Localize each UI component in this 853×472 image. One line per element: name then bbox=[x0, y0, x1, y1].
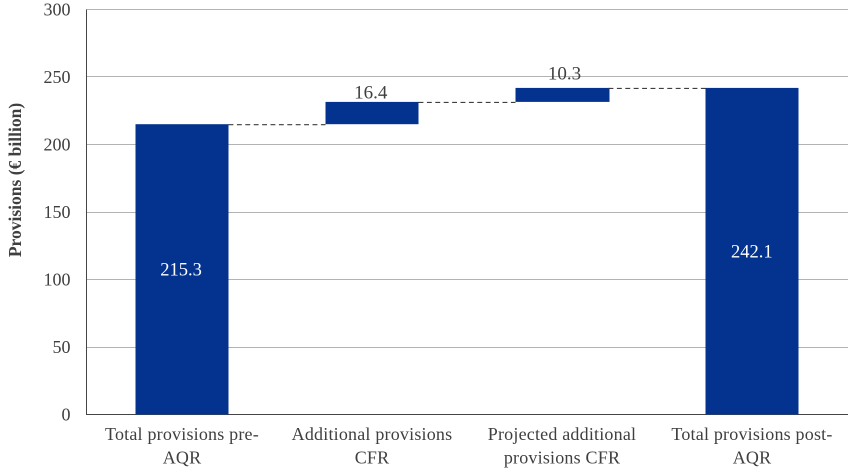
svg-text:16.4: 16.4 bbox=[354, 83, 388, 104]
svg-text:0: 0 bbox=[62, 405, 71, 425]
svg-text:Projected additional: Projected additional bbox=[488, 424, 636, 444]
svg-text:Additional provisions: Additional provisions bbox=[292, 424, 453, 444]
svg-text:150: 150 bbox=[44, 202, 71, 222]
svg-text:Total provisions post-: Total provisions post- bbox=[671, 424, 832, 444]
svg-text:AQR: AQR bbox=[163, 447, 202, 467]
svg-text:provisions CFR: provisions CFR bbox=[504, 447, 620, 467]
svg-text:250: 250 bbox=[44, 67, 71, 87]
svg-text:215.3: 215.3 bbox=[160, 261, 202, 281]
svg-text:CFR: CFR bbox=[355, 447, 390, 467]
svg-text:Total provisions pre-: Total provisions pre- bbox=[105, 424, 259, 444]
svg-text:10.3: 10.3 bbox=[548, 64, 581, 85]
svg-text:242.1: 242.1 bbox=[731, 243, 773, 263]
svg-text:300: 300 bbox=[44, 0, 71, 20]
svg-text:AQR: AQR bbox=[733, 447, 772, 467]
svg-text:Provisions (€ billion): Provisions (€ billion) bbox=[5, 103, 25, 257]
svg-text:200: 200 bbox=[44, 135, 71, 155]
svg-text:50: 50 bbox=[53, 337, 71, 357]
svg-text:100: 100 bbox=[44, 270, 71, 290]
